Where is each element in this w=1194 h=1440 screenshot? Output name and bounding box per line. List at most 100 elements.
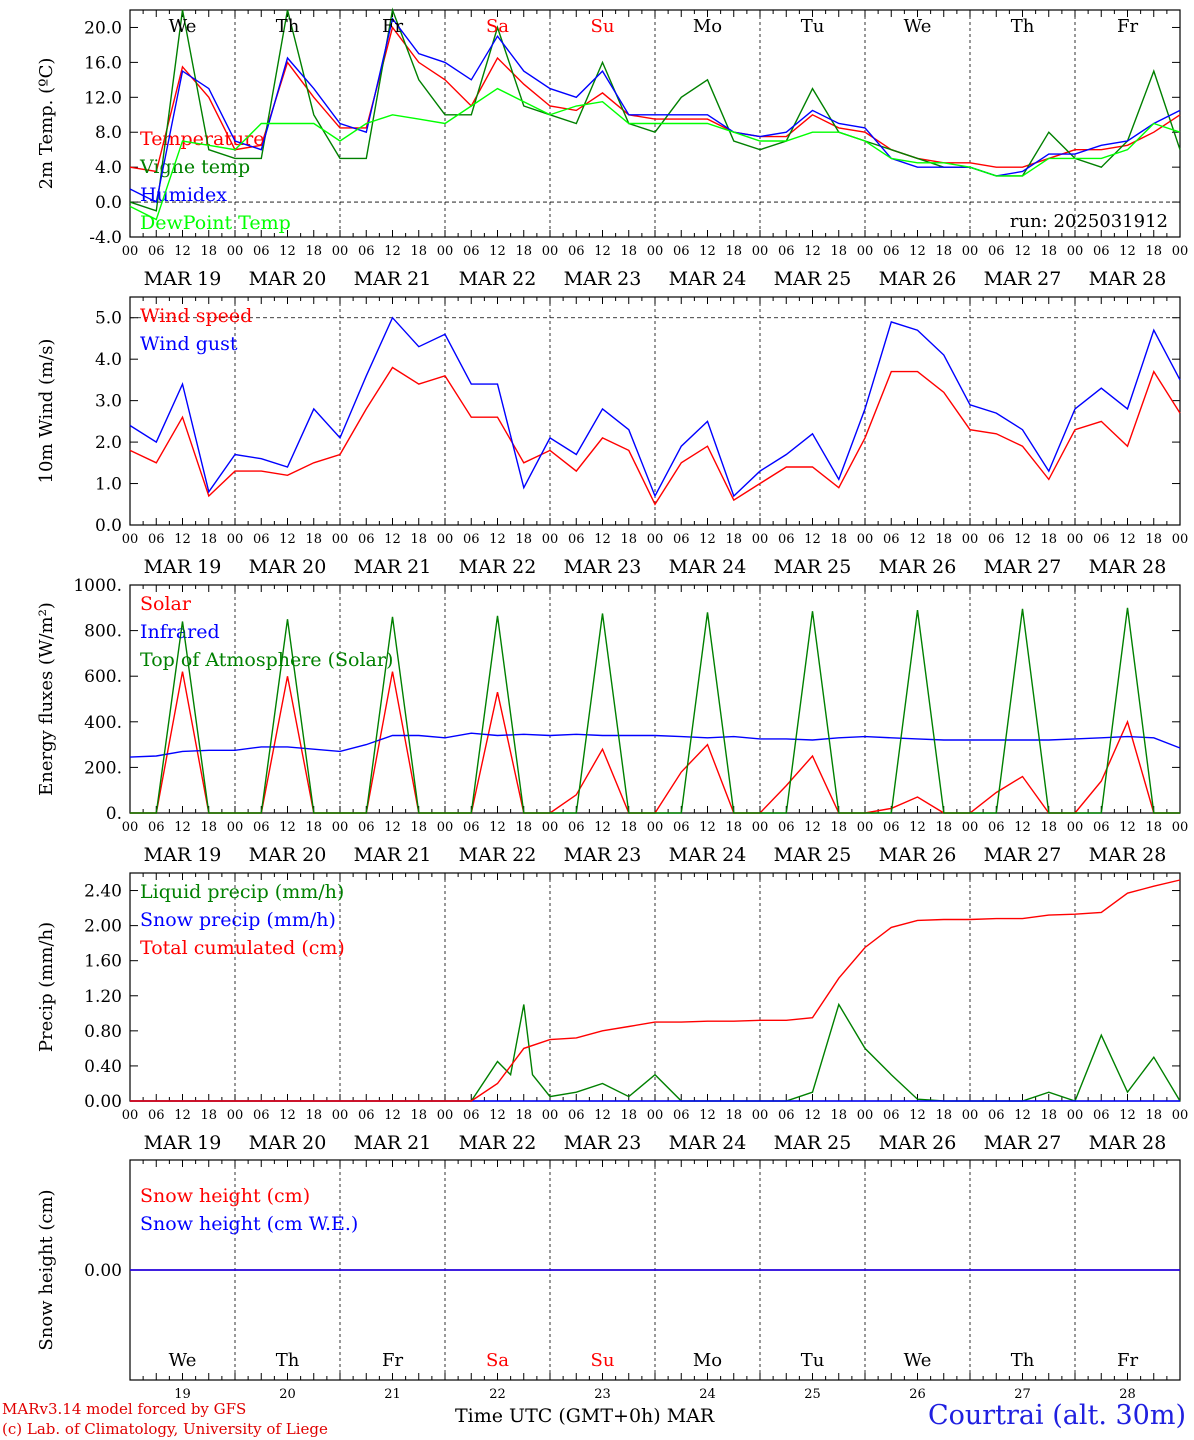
date-label: MAR 24 bbox=[669, 556, 747, 578]
hour-label: 12 bbox=[909, 820, 926, 835]
hour-label: 06 bbox=[988, 1108, 1005, 1123]
hour-label: 06 bbox=[988, 532, 1005, 547]
hour-label: 00 bbox=[1067, 1108, 1084, 1123]
hour-label: 18 bbox=[1040, 244, 1057, 259]
hour-label: 06 bbox=[988, 244, 1005, 259]
panel-3: 0. 200. 400. 600. 800. 1000. Energy fluxes (W/… bbox=[36, 576, 1188, 866]
legend-entry: Temperature bbox=[140, 128, 264, 150]
run-annotation: run: 2025031912 bbox=[1010, 211, 1168, 232]
hour-label: 18 bbox=[830, 244, 847, 259]
hour-label: 12 bbox=[699, 1108, 716, 1123]
hour-label: 18 bbox=[200, 532, 217, 547]
hour-label: 12 bbox=[699, 532, 716, 547]
y-tick-label: 600. bbox=[84, 667, 122, 687]
day-number-label: 27 bbox=[1014, 1387, 1031, 1402]
date-label: MAR 28 bbox=[1089, 844, 1167, 866]
hour-label: 00 bbox=[542, 820, 559, 835]
hour-label: 00 bbox=[332, 1108, 349, 1123]
series-line-2 bbox=[129, 316, 1181, 498]
legend-entry: Liquid precip (mm/h) bbox=[140, 881, 344, 903]
hour-label: 12 bbox=[699, 244, 716, 259]
hour-label: 00 bbox=[1172, 244, 1189, 259]
hour-label: 12 bbox=[1014, 820, 1031, 835]
weekday-label: Th bbox=[1011, 1350, 1035, 1371]
date-label: MAR 23 bbox=[564, 1132, 642, 1154]
hour-label: 12 bbox=[909, 532, 926, 547]
hour-label: 12 bbox=[279, 532, 296, 547]
hour-label: 00 bbox=[437, 820, 454, 835]
hour-label: 00 bbox=[542, 244, 559, 259]
hour-label: 18 bbox=[515, 1108, 532, 1123]
y-tick-label: 0.0 bbox=[95, 193, 122, 213]
panel-5: 0.00 Snow height (cm) Snow height (cm) Snow… bbox=[36, 1159, 1181, 1402]
hour-label: 00 bbox=[122, 244, 139, 259]
hour-label: 00 bbox=[962, 1108, 979, 1123]
day-number-label: 26 bbox=[909, 1387, 926, 1402]
hour-label: 12 bbox=[594, 532, 611, 547]
hour-label: 06 bbox=[358, 820, 375, 835]
hour-label: 00 bbox=[647, 820, 664, 835]
y-tick-label: 0.00 bbox=[84, 1261, 122, 1281]
hour-label: 18 bbox=[200, 1108, 217, 1123]
hour-label: 18 bbox=[1040, 1108, 1057, 1123]
day-number-label: 28 bbox=[1119, 1387, 1136, 1402]
hour-label: 00 bbox=[1172, 532, 1189, 547]
hour-label: 18 bbox=[410, 1108, 427, 1123]
date-label: MAR 26 bbox=[879, 556, 957, 578]
weekday-label: We bbox=[904, 1350, 932, 1371]
hour-label: 06 bbox=[568, 1108, 585, 1123]
hour-label: 18 bbox=[200, 820, 217, 835]
hour-label: 06 bbox=[358, 244, 375, 259]
hour-label: 00 bbox=[962, 532, 979, 547]
weekday-label: Fr bbox=[382, 1350, 403, 1371]
date-label: MAR 24 bbox=[669, 268, 747, 290]
hour-label: 18 bbox=[515, 820, 532, 835]
hour-label: 00 bbox=[1172, 820, 1189, 835]
y-tick-label: 0.80 bbox=[84, 1022, 122, 1042]
hour-label: 06 bbox=[778, 244, 795, 259]
day-number-label: 25 bbox=[804, 1387, 821, 1402]
hour-label: 18 bbox=[725, 532, 742, 547]
y-tick-label: 0.40 bbox=[84, 1057, 122, 1077]
hour-label: 18 bbox=[1145, 820, 1162, 835]
date-label: MAR 25 bbox=[774, 844, 852, 866]
hour-label: 00 bbox=[1067, 244, 1084, 259]
hour-label: 18 bbox=[830, 820, 847, 835]
series-line-3 bbox=[130, 607, 1180, 814]
hour-label: 12 bbox=[594, 1108, 611, 1123]
hour-label: 00 bbox=[1067, 820, 1084, 835]
credit-line-1: MARv3.14 model forced by GFS bbox=[2, 1400, 247, 1418]
weekday-label: Th bbox=[1011, 16, 1035, 37]
hour-label: 00 bbox=[437, 244, 454, 259]
x-axis-title: Time UTC (GMT+0h) MAR bbox=[455, 1405, 714, 1427]
hour-label: 06 bbox=[568, 820, 585, 835]
y-tick-label: 800. bbox=[84, 622, 122, 642]
hour-label: 00 bbox=[647, 1108, 664, 1123]
hour-label: 18 bbox=[515, 244, 532, 259]
date-label: MAR 25 bbox=[774, 268, 852, 290]
hour-label: 18 bbox=[830, 532, 847, 547]
panel-1: -4.0 0.0 4.0 8.0 12.0 16.0 20.0 2m Temp. (ºC) Te… bbox=[36, 7, 1189, 290]
date-label: MAR 23 bbox=[564, 556, 642, 578]
hour-label: 06 bbox=[778, 532, 795, 547]
weekday-label: Fr bbox=[1117, 1350, 1138, 1371]
hour-label: 00 bbox=[1172, 1108, 1189, 1123]
hour-label: 18 bbox=[620, 820, 637, 835]
hour-label: 00 bbox=[647, 532, 664, 547]
hour-label: 12 bbox=[1014, 244, 1031, 259]
hour-label: 00 bbox=[752, 820, 769, 835]
y-tick-label: 1000. bbox=[73, 576, 122, 596]
date-label: MAR 28 bbox=[1089, 556, 1167, 578]
y-tick-label: 1.60 bbox=[84, 952, 122, 972]
hour-label: 18 bbox=[1040, 532, 1057, 547]
hour-label: 00 bbox=[542, 532, 559, 547]
hour-label: 06 bbox=[988, 820, 1005, 835]
panel-4: 0.00 0.40 0.80 1.20 1.60 2.00 2.40 Precip (mm/h… bbox=[36, 872, 1189, 1154]
hour-label: 06 bbox=[1093, 1108, 1110, 1123]
y-tick-label: 4.0 bbox=[95, 350, 122, 370]
series-line-3 bbox=[130, 879, 1181, 1102]
hour-label: 18 bbox=[725, 820, 742, 835]
hour-label: 06 bbox=[673, 532, 690, 547]
day-number-label: 20 bbox=[279, 1387, 296, 1402]
